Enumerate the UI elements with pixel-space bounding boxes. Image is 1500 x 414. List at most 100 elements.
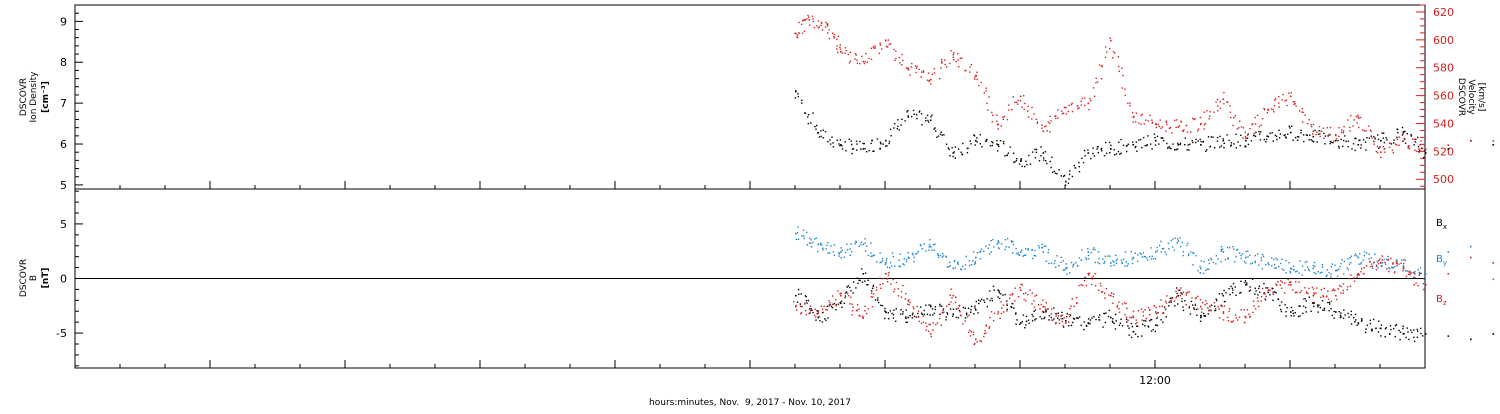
by-dot-point bbox=[1492, 278, 1495, 281]
velocity-dot-point bbox=[1312, 130, 1315, 133]
bx-dot-point bbox=[1267, 291, 1270, 294]
bz-dot bbox=[1422, 283, 1425, 285]
velocity-dot bbox=[1338, 126, 1340, 129]
bx-dot bbox=[837, 303, 840, 305]
bz-dot-point bbox=[1110, 294, 1112, 297]
bx-dot bbox=[1388, 333, 1391, 335]
bx-dot bbox=[905, 316, 907, 318]
bz-dot bbox=[1035, 294, 1038, 296]
bx-dot bbox=[989, 290, 991, 292]
bz-dot bbox=[1340, 285, 1342, 288]
bz-dot-point bbox=[1177, 289, 1180, 291]
by-dot bbox=[1354, 253, 1357, 255]
density-dot bbox=[937, 135, 940, 137]
velocity-dot bbox=[1398, 136, 1400, 138]
bx-dot bbox=[1366, 324, 1369, 326]
bz-dot bbox=[1002, 304, 1004, 306]
by-dot bbox=[1343, 260, 1345, 263]
bx-dot bbox=[975, 300, 977, 303]
velocity-dot bbox=[969, 71, 971, 73]
bz-dot bbox=[870, 296, 872, 298]
density-dot bbox=[1345, 140, 1347, 143]
bz-dot bbox=[1332, 288, 1335, 290]
by-dot bbox=[810, 239, 812, 241]
velocity-dot bbox=[1391, 149, 1394, 151]
density-dot bbox=[1004, 155, 1006, 157]
bz-dot bbox=[1276, 284, 1278, 286]
density-dot bbox=[1219, 146, 1221, 148]
velocity-dot bbox=[905, 67, 908, 69]
by-dot bbox=[850, 243, 852, 245]
by-dot bbox=[1182, 254, 1184, 257]
bz-dot bbox=[825, 308, 827, 311]
density-dot bbox=[1108, 141, 1111, 144]
by-dot bbox=[881, 257, 884, 260]
by-dot bbox=[821, 244, 823, 246]
velocity-dot bbox=[1329, 126, 1332, 129]
bz-dot bbox=[1155, 306, 1157, 309]
density-dot bbox=[1202, 141, 1204, 143]
density-dot bbox=[1068, 173, 1071, 176]
legend-subscript: x bbox=[1443, 223, 1447, 231]
by-dot bbox=[1120, 259, 1123, 261]
velocity-dot bbox=[983, 92, 985, 94]
bx-dot bbox=[1328, 309, 1330, 312]
bx-dot bbox=[1221, 293, 1223, 295]
velocity-dot bbox=[1031, 106, 1033, 109]
bz-dot bbox=[1208, 310, 1210, 312]
by-dot bbox=[1290, 268, 1293, 270]
bx-dot bbox=[1103, 312, 1105, 315]
velocity-dot bbox=[952, 56, 954, 58]
by-dot bbox=[1298, 272, 1300, 274]
density-dot bbox=[997, 150, 999, 152]
density-dot bbox=[1365, 149, 1367, 151]
bx-dot bbox=[816, 310, 818, 312]
by-dot-point bbox=[975, 256, 977, 259]
bx-dot bbox=[1234, 286, 1236, 288]
bz-dot bbox=[941, 312, 944, 314]
bz-dot bbox=[1244, 321, 1246, 324]
by-dot bbox=[1102, 258, 1104, 260]
density-dot bbox=[1090, 157, 1092, 160]
bx-dot bbox=[1232, 291, 1234, 294]
velocity-dot bbox=[801, 20, 804, 22]
bz-dot bbox=[1031, 303, 1033, 305]
by-dot bbox=[1314, 265, 1316, 268]
bx-dot bbox=[1305, 311, 1307, 313]
density-dot bbox=[1096, 148, 1098, 150]
by-dot bbox=[1027, 249, 1029, 251]
bx-dot bbox=[933, 312, 936, 315]
bx-dot bbox=[827, 317, 829, 319]
bx-dot bbox=[1348, 316, 1350, 318]
bx-dot bbox=[1196, 314, 1198, 316]
velocity-dot bbox=[808, 16, 810, 18]
bz-dot bbox=[856, 309, 858, 311]
velocity-dot bbox=[874, 47, 876, 49]
bz-dot bbox=[938, 317, 941, 320]
bx-dot bbox=[1265, 287, 1267, 289]
density-dot bbox=[1250, 140, 1253, 142]
velocity-dot bbox=[976, 71, 978, 73]
density-dot-point bbox=[975, 139, 977, 142]
bx-dot bbox=[1228, 288, 1230, 290]
bx-dot bbox=[1000, 293, 1002, 295]
velocity-dot bbox=[1124, 94, 1126, 97]
density-dot bbox=[1223, 147, 1225, 149]
velocity-dot bbox=[959, 57, 961, 60]
by-dot bbox=[1232, 246, 1234, 248]
bx-dot bbox=[1365, 328, 1367, 330]
density-dot bbox=[1240, 134, 1242, 136]
by-dot bbox=[1234, 261, 1236, 263]
velocity-dot bbox=[820, 24, 822, 27]
density-dot bbox=[1266, 135, 1268, 137]
by-dot bbox=[942, 252, 944, 255]
bx-dot bbox=[1284, 304, 1286, 306]
bz-dot bbox=[1055, 315, 1057, 317]
velocity-dot-point bbox=[840, 51, 842, 53]
velocity-dot-point bbox=[1110, 39, 1112, 42]
density-dot bbox=[855, 140, 858, 142]
by-dot bbox=[1217, 258, 1219, 260]
bz-dot bbox=[1040, 303, 1042, 306]
bz-dot bbox=[992, 320, 995, 322]
velocity-dot bbox=[796, 36, 799, 39]
